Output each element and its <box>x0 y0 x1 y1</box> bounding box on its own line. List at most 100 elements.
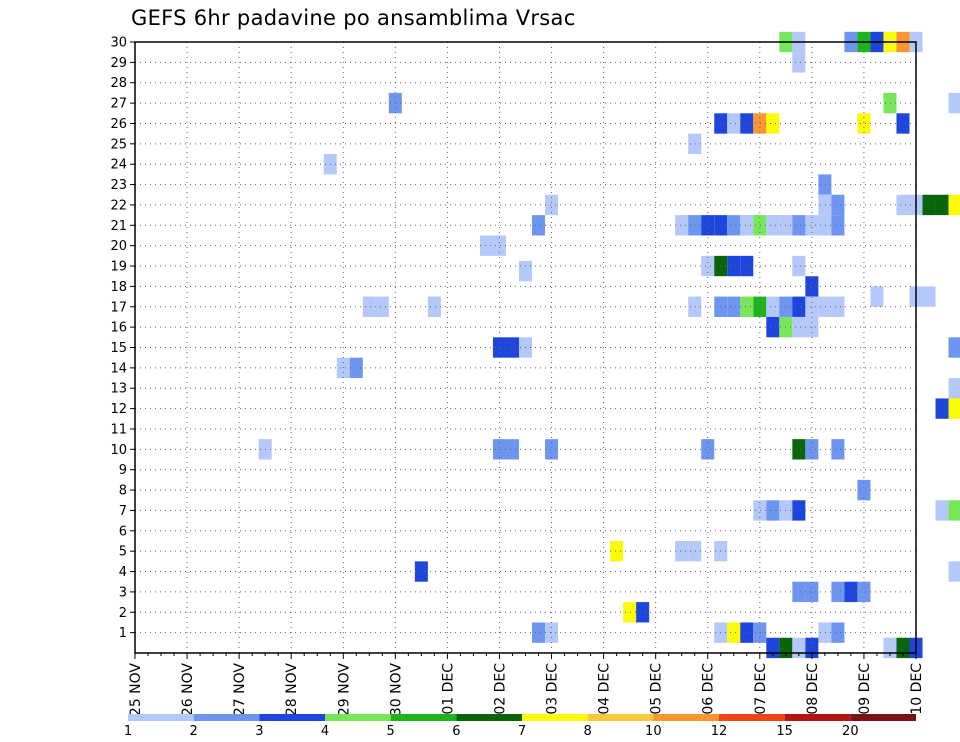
heatmap-cell <box>922 286 936 307</box>
y-tick-label: 11 <box>110 422 127 437</box>
colorbar-segment <box>522 714 588 721</box>
y-tick-label: 26 <box>110 117 127 132</box>
heatmap-cell <box>948 194 960 216</box>
colorbar-segment <box>653 714 719 721</box>
x-tick-label: 10 DEC <box>909 663 925 715</box>
x-tick-label: 26 NOV <box>180 663 196 717</box>
y-tick-label: 21 <box>110 219 127 234</box>
colorbar-label: 12 <box>711 724 728 739</box>
heatmap-cell <box>792 296 806 317</box>
y-tick-label: 20 <box>110 239 127 254</box>
heatmap-cell <box>753 296 767 317</box>
colorbar-segment <box>259 714 325 721</box>
heatmap-cell <box>766 500 780 521</box>
heatmap-cell <box>532 622 546 643</box>
heatmap-cell <box>831 581 845 603</box>
heatmap-cell <box>688 296 702 317</box>
heatmap-cell <box>831 296 845 317</box>
heatmap-cell <box>688 540 702 562</box>
heatmap-cell <box>427 296 441 317</box>
heatmap-cell <box>492 235 506 256</box>
heatmap-cell <box>688 215 702 236</box>
heatmap-cell <box>896 113 910 134</box>
x-tick-label: 05 DEC <box>649 663 665 715</box>
y-tick-label: 15 <box>110 341 127 356</box>
heatmap-cell <box>857 113 871 134</box>
y-tick-label: 28 <box>110 76 127 91</box>
heatmap-cell <box>805 215 819 236</box>
heatmap-cell <box>948 337 960 358</box>
colorbar-segment <box>128 714 194 721</box>
colorbar-segment <box>390 714 457 721</box>
heatmap-cells <box>258 31 960 659</box>
colorbar-segment <box>784 714 851 721</box>
heatmap-cell <box>870 286 884 307</box>
colorbar-label: 4 <box>321 724 329 739</box>
heatmap-cell <box>831 622 845 643</box>
heatmap-cell <box>688 133 702 155</box>
heatmap-cell <box>935 194 949 216</box>
colorbar-segment <box>719 714 785 721</box>
x-tick-label: 08 DEC <box>805 663 821 715</box>
heatmap-cell <box>818 622 832 643</box>
heatmap-cell <box>922 194 936 216</box>
heatmap-cell <box>675 540 689 562</box>
colorbar-label: 8 <box>584 724 592 739</box>
y-tick-label: 23 <box>110 178 127 193</box>
heatmap-cell <box>375 296 389 317</box>
heatmap-cell <box>727 622 741 643</box>
y-tick-label: 13 <box>110 382 127 397</box>
heatmap-cell <box>857 479 871 501</box>
heatmap-cell <box>831 439 845 460</box>
colorbar-label: 7 <box>518 724 526 739</box>
y-tick-label: 3 <box>119 585 127 600</box>
y-tick-label: 8 <box>119 484 127 499</box>
heatmap-cell <box>766 296 780 317</box>
heatmap-cell <box>518 260 533 282</box>
heatmap-cell <box>818 296 832 317</box>
heatmap-cell <box>766 316 780 338</box>
y-tick-label: 4 <box>119 565 127 580</box>
heatmap-cell <box>727 296 741 317</box>
heatmap-cell <box>935 398 949 419</box>
heatmap-cell <box>948 398 960 419</box>
colorbar-segment <box>325 714 391 721</box>
heatmap-cell <box>727 113 741 134</box>
heatmap-cell <box>505 439 519 460</box>
colorbar-segment <box>193 714 260 721</box>
x-tick-label: 28 NOV <box>284 663 300 717</box>
y-tick-label: 19 <box>110 260 127 275</box>
colorbar-label: 3 <box>255 724 263 739</box>
heatmap-cell <box>545 439 559 460</box>
heatmap-cell <box>492 439 506 460</box>
x-tick-label: 04 DEC <box>597 663 613 715</box>
heatmap-cell <box>948 500 960 521</box>
heatmap-cell <box>727 255 741 277</box>
heatmap-cell <box>831 194 845 216</box>
heatmap-cell <box>818 215 832 236</box>
heatmap-cell <box>505 337 519 358</box>
x-tick-label: 09 DEC <box>857 663 873 715</box>
y-tick-label: 1 <box>119 626 127 641</box>
heatmap-cell <box>349 357 363 379</box>
heatmap-cell <box>753 113 767 134</box>
heatmap-cell <box>753 500 767 521</box>
heatmap-cell <box>792 215 806 236</box>
x-tick-label: 27 NOV <box>232 663 248 717</box>
heatmap-cell <box>623 602 637 623</box>
x-tick-label: 29 NOV <box>336 663 352 717</box>
heatmap-cell <box>701 215 715 236</box>
heatmap-cell <box>896 194 910 216</box>
y-tick-label: 7 <box>119 504 127 519</box>
heatmap-cell <box>701 255 715 277</box>
x-tick-label: 03 DEC <box>545 663 561 715</box>
heatmap-cell <box>610 540 624 562</box>
heatmap-cell <box>740 215 754 236</box>
heatmap-cell <box>818 174 832 195</box>
y-tick-label: 18 <box>110 280 127 295</box>
heatmap-cell <box>766 113 780 134</box>
heatmap-cell <box>805 276 819 297</box>
y-tick-label: 6 <box>119 524 127 539</box>
y-tick-label: 16 <box>110 321 127 336</box>
y-tick-label: 5 <box>119 545 127 560</box>
